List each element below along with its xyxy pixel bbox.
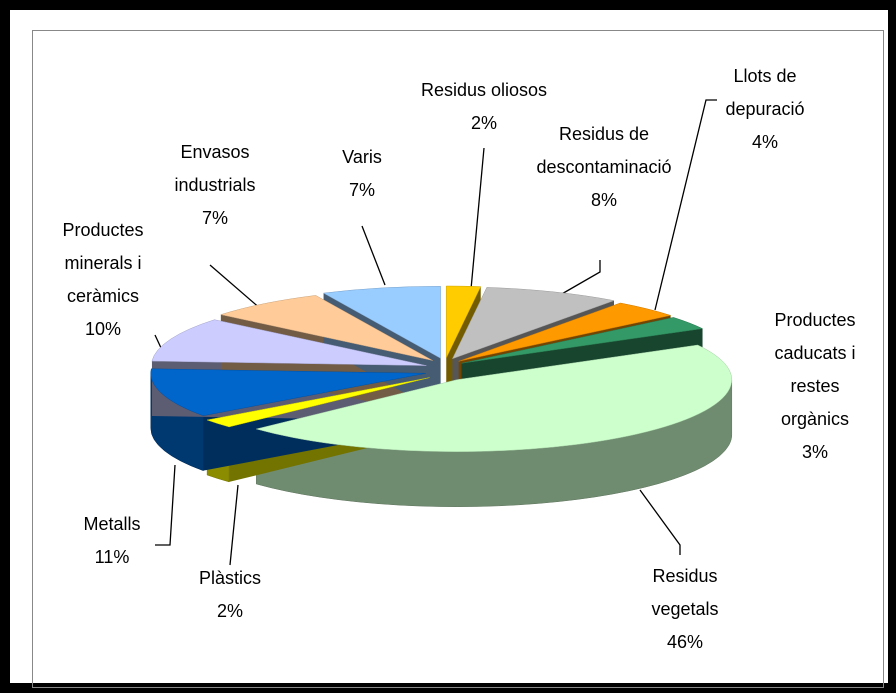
slice	[458, 302, 672, 362]
category-label: Plàstics	[198, 568, 261, 588]
value-label: 7%	[348, 180, 375, 200]
value-label: 3%	[801, 442, 828, 462]
leader-line	[639, 489, 681, 555]
data-label: Metalls 11%	[62, 508, 162, 574]
category-label: Productes minerals i ceràmics	[62, 220, 144, 306]
category-label: Productes caducats i restes orgànics	[774, 310, 856, 429]
leader-line	[229, 484, 239, 566]
data-label: Varis 7%	[322, 141, 402, 207]
data-label: Envasos industrials 7%	[160, 136, 270, 235]
slice	[446, 285, 482, 359]
leader-line	[361, 225, 386, 286]
slice	[150, 368, 426, 416]
category-label: Residus oliosos	[420, 80, 548, 100]
value-label: 11%	[94, 547, 130, 567]
data-label: Llots de depuració 4%	[710, 60, 820, 159]
plot-area	[32, 30, 884, 688]
slice	[219, 295, 433, 361]
value-label: 4%	[751, 132, 778, 152]
slice	[206, 377, 430, 428]
slice	[322, 286, 441, 359]
category-label: Llots de depuració	[725, 66, 805, 119]
value-label: 46%	[666, 632, 704, 652]
leader-line	[559, 260, 601, 296]
value-label: 8%	[590, 190, 617, 210]
value-label: 2%	[216, 601, 243, 621]
category-label: Metalls	[83, 514, 141, 534]
value-label: 7%	[201, 208, 228, 228]
data-label: Residus oliosos 2%	[384, 74, 584, 140]
leader-line	[654, 99, 717, 311]
data-label: Residus de descontaminació 8%	[519, 118, 689, 217]
category-label: Varis	[342, 147, 382, 167]
data-label: Residus vegetals 46%	[620, 560, 750, 659]
value-label: 10%	[84, 319, 122, 339]
slice	[461, 317, 704, 364]
data-label: Plàstics 2%	[180, 562, 280, 628]
slice	[151, 319, 427, 366]
slice	[255, 344, 733, 452]
data-label: Productes minerals i ceràmics 10%	[38, 214, 168, 346]
category-label: Residus de descontaminació	[536, 124, 672, 177]
data-label: Productes caducats i restes orgànics 3%	[755, 304, 875, 469]
slice	[451, 287, 615, 360]
pie	[150, 285, 733, 507]
category-label: Residus vegetals	[651, 566, 719, 619]
leader-line	[209, 264, 263, 311]
category-label: Envasos industrials	[174, 142, 256, 195]
leader-line	[155, 464, 176, 546]
leader-line	[469, 147, 485, 301]
value-label: 2%	[470, 113, 497, 133]
